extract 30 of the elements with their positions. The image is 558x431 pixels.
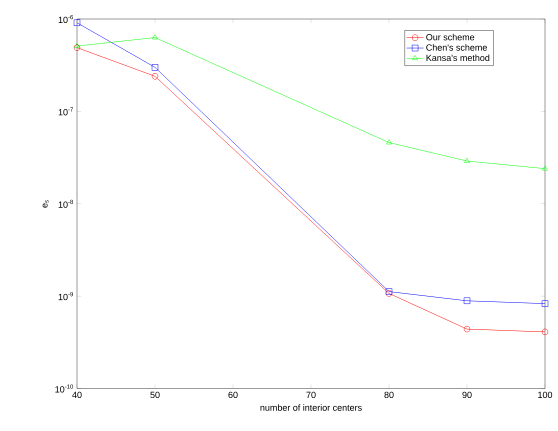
point <box>74 42 80 48</box>
y-tick-label: 10$^{-9}$ <box>58 292 74 300</box>
point <box>464 158 470 163</box>
point <box>542 328 548 336</box>
x-tick-label: 90 <box>462 392 472 398</box>
x-tick-label: 40 <box>72 392 82 398</box>
legend-label: Kansa's method <box>426 54 490 62</box>
y-tick-label: 10$^{-8}$ <box>58 200 74 208</box>
point <box>542 300 548 307</box>
x-tick-label: 80 <box>384 392 394 398</box>
point <box>74 20 80 26</box>
point <box>386 139 392 144</box>
point <box>152 34 158 40</box>
point <box>152 64 158 71</box>
point <box>542 165 548 170</box>
x-tick-label: 60 <box>228 392 238 398</box>
legend-label: Our scheme <box>426 34 474 40</box>
y-tick-label: 10$^{-7}$ <box>58 107 74 116</box>
point <box>74 44 80 51</box>
y-tick-label: 10$^{-6}$ <box>58 14 74 24</box>
x-tick-label: 100 <box>538 392 552 398</box>
point <box>464 326 470 332</box>
y-axis-title: e$_{s}$ <box>42 200 49 208</box>
y-tick-label: 10$^{-10}$ <box>55 384 74 393</box>
x-axis-title: number of interior centers <box>260 404 362 411</box>
legend-label: Chen's scheme <box>426 44 487 51</box>
point <box>152 73 158 80</box>
x-tick-label: 70 <box>306 392 316 398</box>
x-tick-label: 50 <box>150 392 160 398</box>
point <box>464 298 470 304</box>
